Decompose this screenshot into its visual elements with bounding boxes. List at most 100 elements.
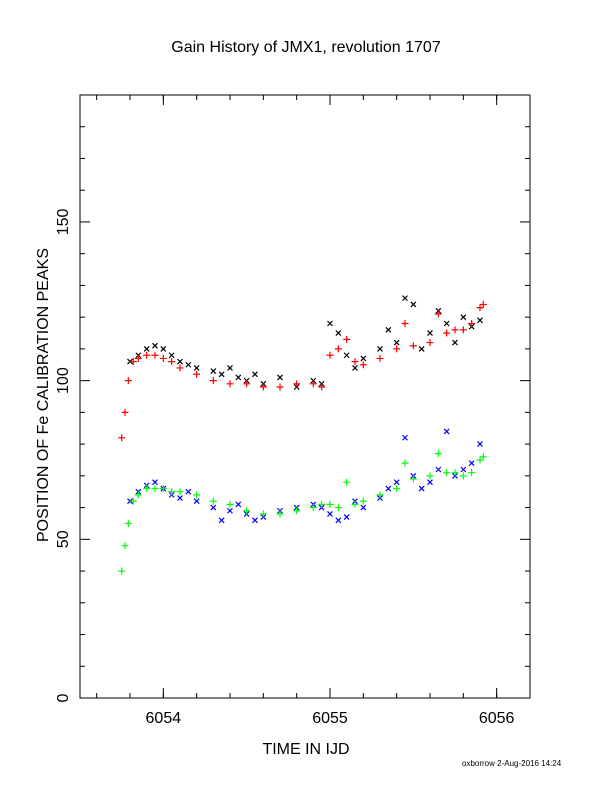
data-point bbox=[218, 517, 225, 524]
y-tick-label: 0 bbox=[55, 693, 72, 702]
data-point bbox=[376, 354, 384, 362]
data-point bbox=[468, 460, 475, 467]
data-point bbox=[227, 507, 233, 514]
data-point bbox=[460, 466, 467, 473]
data-point bbox=[443, 469, 451, 477]
data-point bbox=[468, 469, 476, 477]
data-point bbox=[460, 314, 467, 321]
data-point bbox=[168, 358, 176, 366]
chart-title: Gain History of JMX1, revolution 1707 bbox=[171, 39, 441, 56]
data-point bbox=[227, 365, 233, 371]
data-point bbox=[351, 358, 359, 366]
data-point bbox=[401, 459, 409, 467]
data-point bbox=[468, 320, 476, 328]
data-point bbox=[327, 511, 333, 517]
data-point bbox=[152, 342, 158, 349]
data-point bbox=[360, 355, 367, 362]
data-point bbox=[235, 501, 242, 508]
data-point bbox=[443, 320, 450, 327]
data-point bbox=[259, 510, 267, 518]
data-point bbox=[151, 485, 159, 493]
data-point bbox=[293, 380, 301, 388]
data-point bbox=[226, 500, 234, 508]
data-point bbox=[176, 364, 184, 372]
data-point bbox=[434, 450, 442, 458]
data-point bbox=[360, 504, 367, 511]
data-point bbox=[351, 500, 359, 508]
data-point bbox=[168, 352, 175, 359]
data-point bbox=[402, 434, 408, 441]
data-point bbox=[193, 370, 201, 378]
data-point bbox=[385, 485, 392, 492]
data-point bbox=[418, 345, 425, 352]
data-point bbox=[151, 351, 159, 359]
data-point bbox=[118, 567, 126, 575]
data-point bbox=[243, 380, 251, 388]
data-point bbox=[477, 441, 483, 448]
data-point bbox=[393, 485, 401, 493]
data-point bbox=[209, 497, 217, 505]
data-point bbox=[210, 368, 217, 375]
data-point bbox=[427, 330, 433, 336]
data-point bbox=[243, 507, 251, 515]
data-point bbox=[479, 300, 487, 308]
data-point bbox=[209, 377, 217, 385]
data-point bbox=[418, 485, 425, 492]
y-axis-label: POSITION OF Fe CALIBRATION PEAKS bbox=[35, 248, 52, 542]
data-point bbox=[185, 488, 192, 495]
data-point bbox=[259, 383, 267, 391]
data-point bbox=[160, 345, 167, 352]
data-point bbox=[143, 345, 150, 352]
data-point bbox=[277, 374, 283, 381]
data-point bbox=[318, 500, 326, 508]
data-point bbox=[393, 479, 400, 486]
data-point bbox=[176, 488, 184, 496]
data-point bbox=[226, 380, 234, 388]
data-point bbox=[129, 358, 137, 366]
data-point bbox=[410, 301, 417, 308]
data-point bbox=[451, 326, 459, 334]
data-point bbox=[193, 491, 201, 499]
data-point bbox=[477, 317, 483, 324]
data-point bbox=[385, 326, 392, 333]
data-point bbox=[185, 361, 192, 368]
data-point bbox=[459, 472, 467, 480]
data-point bbox=[393, 345, 401, 353]
data-point bbox=[152, 479, 158, 486]
data-point bbox=[376, 491, 384, 499]
data-point bbox=[293, 507, 301, 515]
data-point bbox=[121, 408, 129, 416]
data-point bbox=[377, 345, 383, 352]
data-point bbox=[218, 371, 225, 378]
axis-tick-labels: 6054 6055 6056 0 50 100 150 bbox=[55, 209, 515, 727]
data-point bbox=[459, 326, 467, 334]
data-point bbox=[476, 304, 484, 312]
data-point bbox=[193, 498, 200, 505]
data-point bbox=[435, 466, 442, 473]
data-point bbox=[143, 351, 151, 359]
data-point bbox=[143, 485, 151, 493]
data-point bbox=[402, 295, 408, 302]
data-point bbox=[327, 320, 333, 327]
data-point bbox=[159, 485, 167, 493]
footer-credit: oxborrow 2-Aug-2016 14:24 bbox=[462, 759, 562, 768]
data-point bbox=[129, 497, 137, 505]
data-point bbox=[177, 495, 183, 501]
data-point bbox=[359, 361, 367, 369]
data-marks bbox=[118, 295, 487, 575]
data-point bbox=[335, 330, 342, 336]
x-tick-label: 6054 bbox=[146, 710, 182, 727]
data-point bbox=[134, 354, 142, 362]
data-point bbox=[479, 453, 487, 461]
data-point bbox=[124, 377, 132, 385]
data-point bbox=[134, 491, 142, 499]
data-point bbox=[401, 320, 409, 328]
y-tick-label: 50 bbox=[55, 530, 72, 548]
data-point bbox=[159, 354, 167, 362]
x-axis-label: TIME IN IJD bbox=[262, 741, 349, 758]
data-point bbox=[334, 504, 342, 512]
series-3 bbox=[118, 450, 487, 575]
data-point bbox=[434, 310, 442, 318]
data-point bbox=[124, 519, 132, 527]
